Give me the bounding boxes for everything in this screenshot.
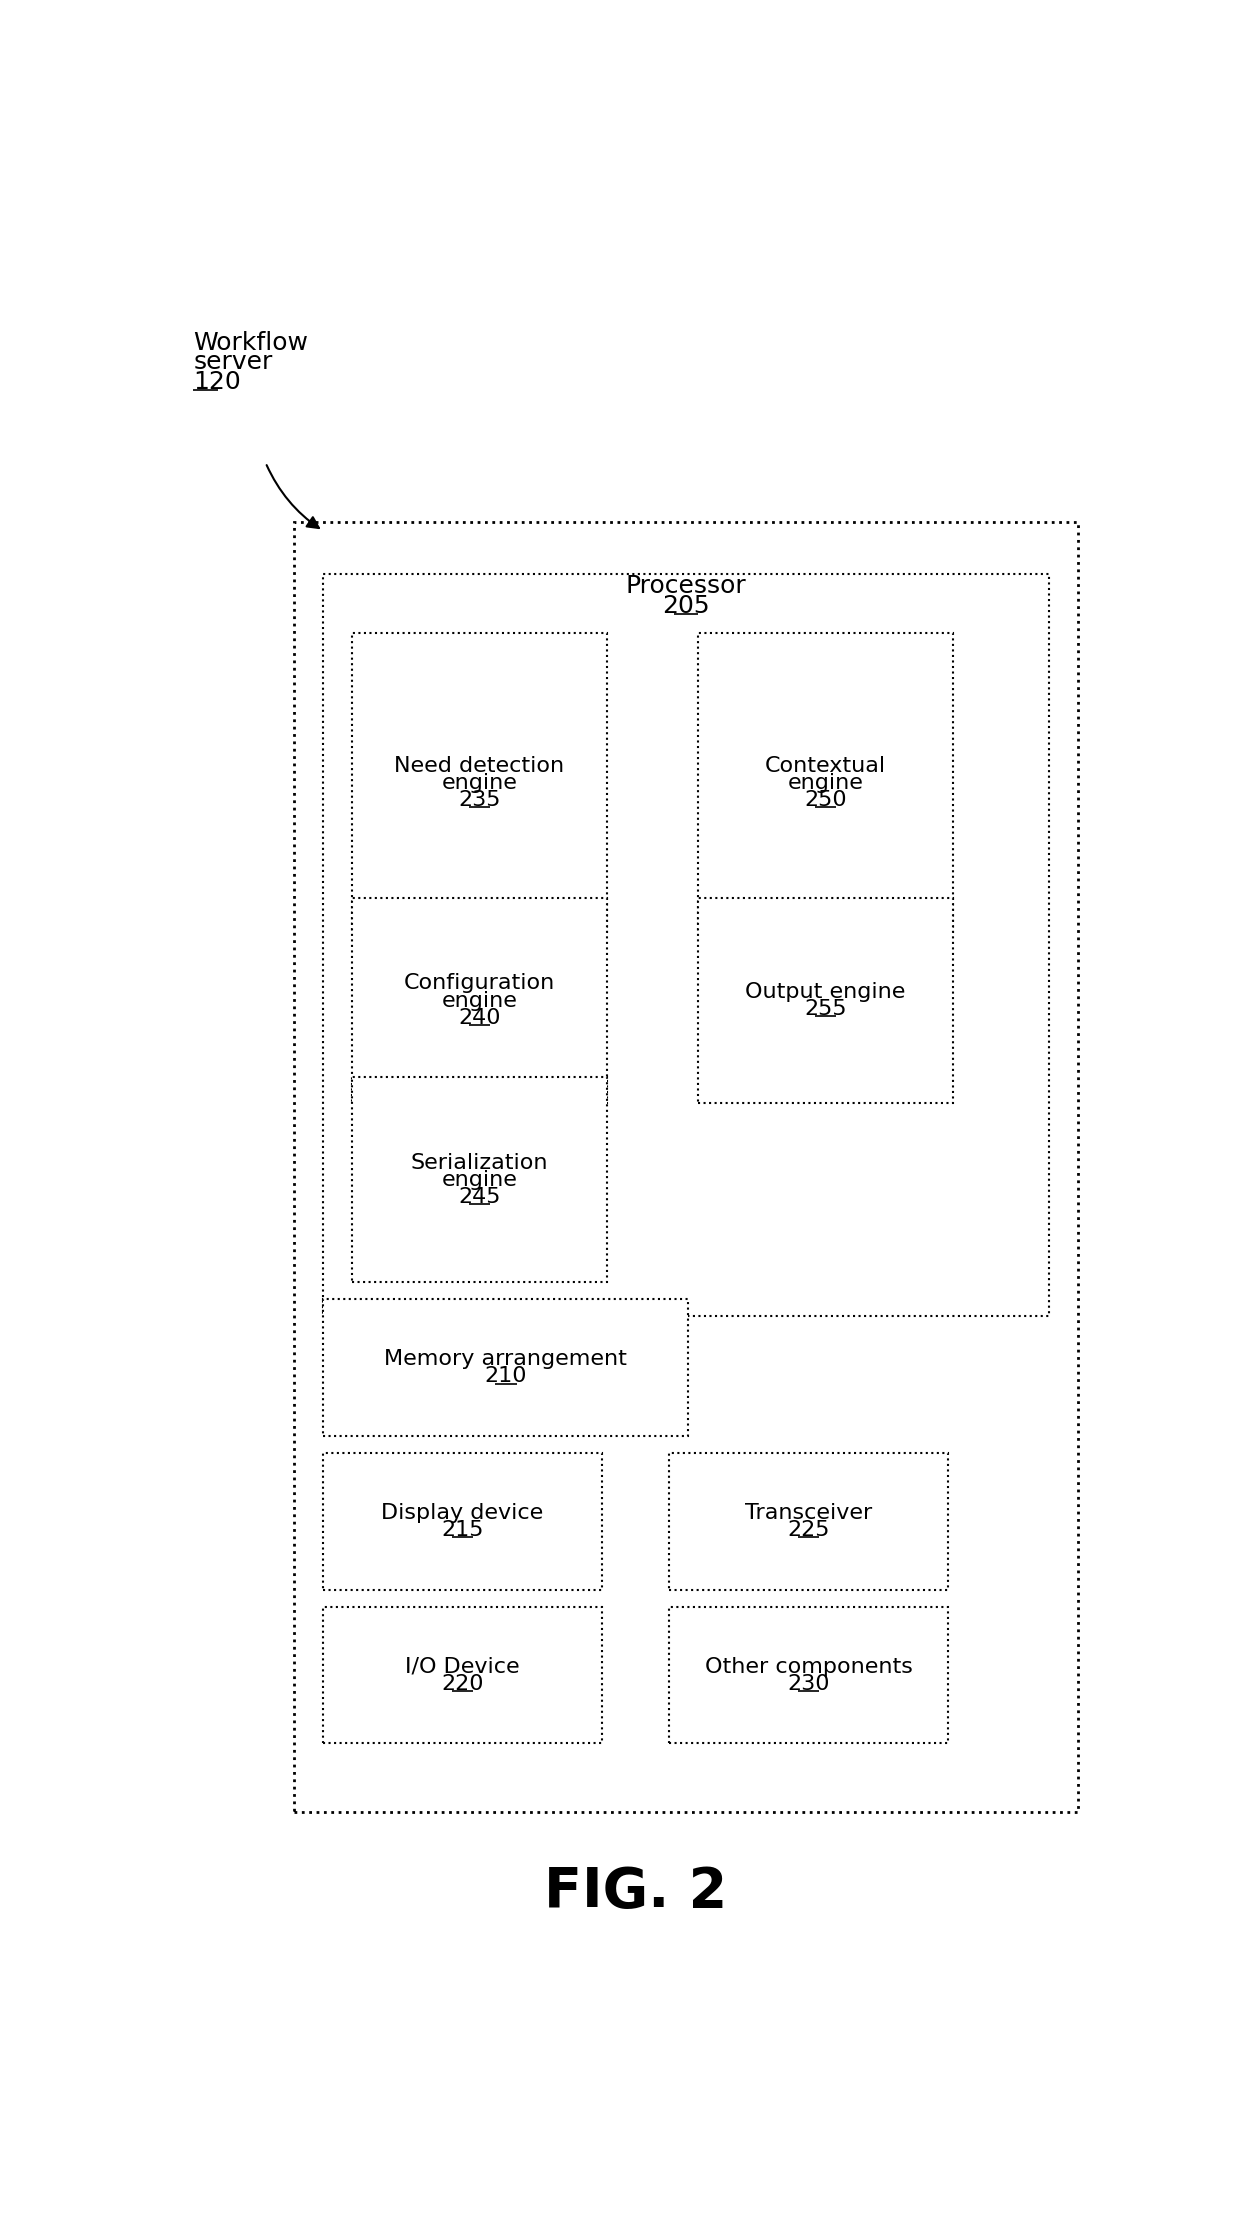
- Text: Output engine: Output engine: [745, 983, 905, 1003]
- Text: 240: 240: [458, 1007, 501, 1027]
- Bar: [324, 1300, 688, 1435]
- Text: engine: engine: [441, 991, 517, 1011]
- Text: 210: 210: [485, 1366, 527, 1386]
- Text: 225: 225: [787, 1519, 830, 1539]
- Bar: [294, 523, 1078, 1812]
- Text: Workflow: Workflow: [193, 330, 309, 355]
- Text: 120: 120: [193, 370, 242, 395]
- Text: Transceiver: Transceiver: [745, 1504, 872, 1524]
- Text: Need detection: Need detection: [394, 756, 564, 776]
- Text: FIG. 2: FIG. 2: [544, 1865, 727, 1919]
- Text: server: server: [193, 350, 273, 375]
- Bar: [698, 898, 952, 1102]
- Bar: [670, 1453, 947, 1590]
- Text: Memory arrangement: Memory arrangement: [384, 1349, 627, 1369]
- Bar: [352, 634, 606, 932]
- Text: 205: 205: [662, 594, 709, 617]
- Bar: [352, 1078, 606, 1282]
- Text: 230: 230: [787, 1675, 830, 1695]
- Text: 250: 250: [804, 790, 847, 810]
- Text: engine: engine: [441, 1169, 517, 1189]
- Text: 220: 220: [441, 1675, 484, 1695]
- Text: Serialization: Serialization: [410, 1153, 548, 1173]
- Bar: [324, 1453, 601, 1590]
- Bar: [352, 898, 606, 1102]
- Text: 255: 255: [804, 998, 847, 1018]
- Text: Processor: Processor: [625, 574, 746, 599]
- Text: engine: engine: [441, 772, 517, 792]
- Text: Other components: Other components: [704, 1657, 913, 1677]
- Bar: [324, 574, 1049, 1317]
- Text: I/O Device: I/O Device: [405, 1657, 520, 1677]
- Text: Configuration: Configuration: [404, 974, 556, 994]
- Text: engine: engine: [787, 772, 863, 792]
- Text: 235: 235: [458, 790, 501, 810]
- Bar: [698, 634, 952, 932]
- Bar: [324, 1606, 601, 1743]
- Bar: [670, 1606, 947, 1743]
- Text: 245: 245: [458, 1187, 501, 1207]
- Text: Contextual: Contextual: [765, 756, 885, 776]
- Text: 215: 215: [441, 1519, 484, 1539]
- Text: Display device: Display device: [382, 1504, 543, 1524]
